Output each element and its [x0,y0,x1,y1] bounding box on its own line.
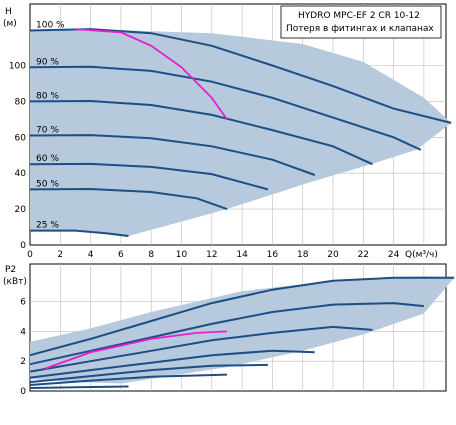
power-highlight-curve [44,330,228,370]
head-speed-curve [29,134,316,176]
flow-x-tick-label: 10 [176,250,188,260]
flow-x-tick-label: 2 [57,250,63,260]
flow-x-tick-label: 8 [148,250,154,260]
speed-percent-label: 50 % [36,179,59,189]
head-speed-curve [30,229,129,237]
head-speed-curve [29,187,228,211]
head-chart-highlight [75,28,228,120]
power-chart-highlight [44,330,228,370]
head-y-tick-label: 60 [15,133,27,143]
flow-x-tick-label: 18 [297,250,309,260]
flow-x-tick-label: 12 [206,250,217,260]
power-chart-operating-region [30,276,455,384]
title-box [280,5,442,39]
head-speed-curve [29,162,269,191]
flow-x-tick-label: 24 [388,250,400,260]
head-y-tick-label: 80 [15,97,27,107]
head-axis-title: H [5,7,12,17]
power-y-tick-label: 6 [20,298,26,308]
head-operating-area [30,29,452,237]
head-chart-operating-region [30,29,452,237]
speed-percent-label: 100 % [36,20,65,30]
power-operating-area [30,276,455,384]
head-y-tick-label: 20 [15,205,27,215]
flow-x-tick-label: 20 [327,250,339,260]
chart-subtitle: Потеря в фитингах и клапанах [286,24,434,34]
power-speed-curve [29,373,228,386]
flow-x-tick-label: 0 [27,250,33,260]
head-axis-unit: (м) [3,19,17,29]
head-speed-curve [29,65,422,151]
speed-percent-label: 25 % [36,221,59,231]
speed-percent-label: 80 % [36,91,59,101]
flow-axis-title: Q(м³/ч) [405,250,438,260]
power-y-tick-label: 4 [20,327,26,337]
power-axis-title: P2 [5,265,16,275]
power-chart-ticks: 0 2 4 6 [20,298,26,397]
power-y-tick-label: 0 [20,387,26,397]
head-y-tick-label: 100 [9,62,26,72]
power-y-tick-label: 2 [20,357,26,367]
power-speed-curve [29,385,129,389]
speed-percent-label: 70 % [36,126,59,136]
head-y-tick-label: 0 [20,241,26,251]
speed-percent-label: 60 % [36,154,59,164]
head-speed-curve [29,99,373,166]
speed-percent-label: 90 % [36,57,59,67]
chart-title: HYDRO MPC-EF 2 CR 10-12 [298,11,420,21]
power-speed-curve [29,276,455,357]
power-speed-curve [29,363,268,384]
head-y-tick-label: 40 [15,169,27,179]
power-axis-unit: (кВт) [3,277,27,287]
head-chart-speed-labels: 100 % 90 % 80 % 70 % 60 % 50 % 25 % [36,20,65,230]
power-chart-series [29,276,455,389]
flow-x-tick-label: 14 [236,250,248,260]
flow-x-tick-label: 22 [358,250,369,260]
flow-x-tick-label: 16 [267,250,279,260]
head-highlight-curve [75,28,228,120]
flow-x-tick-label: 6 [118,250,124,260]
power-speed-curve [29,325,373,373]
flow-x-tick-label: 4 [88,250,94,260]
power-speed-curve [29,302,424,366]
head-chart-series [29,28,452,237]
head-speed-curve [29,28,452,124]
power-speed-curve [29,349,315,379]
